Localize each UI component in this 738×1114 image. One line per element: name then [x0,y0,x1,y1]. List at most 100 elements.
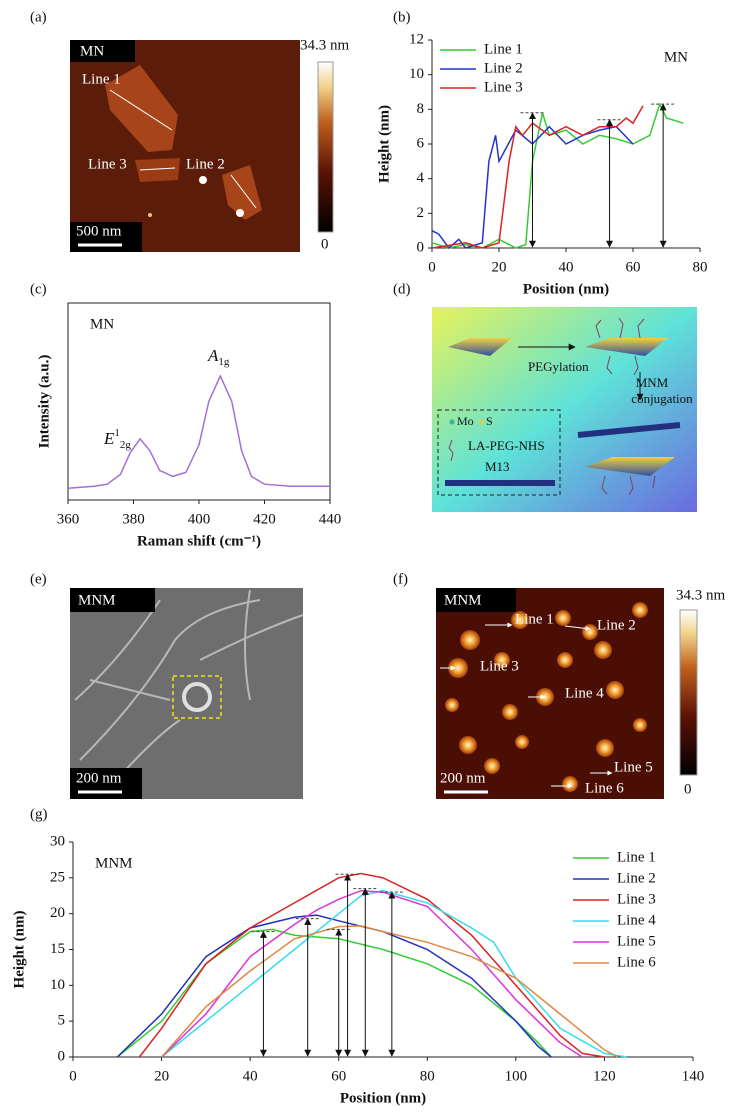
x-tick-label: 0 [428,259,436,275]
line-label: Line 3 [88,156,127,172]
line-label: Line 5 [614,759,653,775]
legend-label: Line 2 [617,870,656,886]
x-tick-label: 80 [693,259,708,275]
y-tick-label: 10 [409,66,424,82]
y-tick-label: 12 [409,31,424,47]
y-tick-label: 5 [58,1013,66,1029]
x-tick-label: 100 [505,1068,528,1084]
image-tag: MN [80,43,104,59]
series-line [67,374,330,489]
x-tick-label: 380 [122,511,145,527]
legend-label: Line 1 [617,849,656,865]
x-axis-title: Position (nm) [523,281,609,297]
panel-label: (f) [393,571,408,587]
line-label: Line 1 [82,71,121,87]
x-tick-label: 20 [154,1068,169,1084]
x-tick-label: 120 [593,1068,616,1084]
colorbar-min: 0 [321,236,329,252]
colorbar-min: 0 [684,781,692,797]
x-tick-label: 60 [331,1068,346,1084]
series-line [431,105,644,249]
y-tick-label: 25 [50,869,65,885]
scale-bar-label: 200 nm [76,770,122,786]
series-line [161,889,583,1058]
step-label: MNM [636,375,669,390]
colorbar-max: 34.3 nm [676,587,726,603]
x-tick-label: 40 [243,1068,258,1084]
x-tick-label: 440 [319,511,342,527]
y-axis-title: Height (nm) [376,105,392,183]
x-axis-title: Raman shift (cm⁻¹) [137,533,261,549]
series-line [161,925,619,1058]
line-label: Line 1 [515,611,554,627]
legend-label: Line 2 [484,60,523,76]
line-label: Line 4 [565,685,604,701]
image-tag: MNM [78,592,116,608]
legend-label: Line 3 [617,891,656,907]
legend-label: Mo [457,414,474,428]
afm-image-a: Line 1 Line 3 Line 2 MN 500 nm 34.3 nm 0 [70,37,350,252]
scale-bar-label: 200 nm [440,770,486,786]
panel-label: (b) [393,9,411,25]
afm-image-f: Line 1 Line 2 Line 3 Line 4 Line 5 Line … [436,587,726,799]
legend-label: Line 6 [617,954,656,970]
line-label: Line 2 [597,617,636,633]
y-axis-title: Height (nm) [11,911,27,989]
y-tick-label: 6 [417,135,425,151]
x-tick-label: 400 [188,511,211,527]
series-line [431,102,684,249]
annotation: MN [664,49,688,65]
line-label: Line 6 [585,780,624,796]
x-tick-label: 420 [253,511,276,527]
series-line [161,889,627,1058]
series-line [431,125,634,250]
x-tick-label: 20 [492,259,507,275]
step-label: conjugation [631,391,693,406]
y-tick-label: 0 [58,1048,66,1064]
y-tick-label: 10 [50,977,65,993]
line-label: Line 2 [186,156,225,172]
y-tick-label: 20 [50,905,65,921]
y-tick-label: 15 [50,941,65,957]
panel-label: (d) [393,281,411,297]
y-tick-label: 30 [50,833,65,849]
y-tick-label: 2 [417,205,425,221]
x-axis-title: Position (nm) [340,1090,426,1106]
legend-label: Line 5 [617,933,656,949]
peak-label: E12g [103,427,131,451]
panel-label: (g) [30,806,48,822]
legend-label: Line 3 [484,79,523,95]
y-tick-label: 0 [417,239,425,255]
scale-bar-label: 500 nm [76,223,122,239]
series-line [138,872,605,1058]
x-tick-label: 0 [69,1068,77,1084]
legend-label: S [486,414,493,428]
x-tick-label: 80 [420,1068,435,1084]
legend-label: Line 1 [484,41,523,57]
x-tick-label: 360 [57,511,80,527]
annotation: MNM [95,855,133,871]
peak-label: A1g [207,346,230,368]
y-tick-label: 4 [417,170,425,186]
tem-image-e: MNM 200 nm [70,588,304,800]
panel-label: (e) [30,571,47,587]
legend-label: Line 4 [617,912,656,928]
plot-frame [67,302,331,501]
colorbar-max: 34.3 nm [300,37,350,53]
image-tag: MNM [444,592,482,608]
series-line [116,914,552,1058]
panel-label: (a) [30,9,47,25]
panel-label: (c) [30,281,47,297]
x-tick-label: 140 [682,1068,705,1084]
legend-label: LA-PEG-NHS [468,438,545,453]
legend-label: M13 [485,459,510,474]
line-label: Line 3 [480,658,519,674]
step-label: PEGylation [528,359,589,374]
schematic-d: PEGylation MNM conjugation Mo S LA-PEG-N… [432,307,697,512]
x-tick-label: 40 [559,259,574,275]
annotation: MN [90,316,114,332]
y-tick-label: 8 [417,101,425,117]
y-axis-title: Intensity (a.u.) [36,355,52,449]
x-tick-label: 60 [626,259,641,275]
